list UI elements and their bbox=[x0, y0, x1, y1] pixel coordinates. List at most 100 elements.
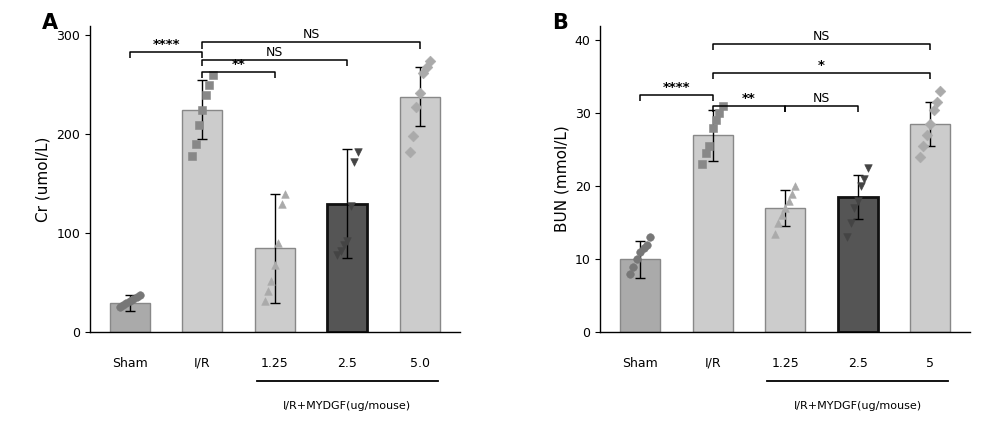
Y-axis label: Cr (umol/L): Cr (umol/L) bbox=[36, 136, 51, 222]
Text: Sham: Sham bbox=[112, 357, 148, 370]
Point bbox=[915, 143, 931, 150]
Text: NS: NS bbox=[266, 46, 284, 59]
Point bbox=[343, 202, 359, 209]
Point bbox=[846, 205, 862, 212]
Text: A: A bbox=[42, 13, 58, 33]
Point bbox=[784, 190, 800, 197]
Point bbox=[856, 176, 872, 182]
Point bbox=[777, 205, 793, 212]
Point bbox=[926, 106, 942, 113]
Point bbox=[929, 99, 945, 106]
Point bbox=[843, 219, 859, 226]
Point bbox=[408, 103, 424, 110]
Text: *: * bbox=[818, 59, 825, 72]
Point bbox=[629, 256, 645, 263]
Point bbox=[201, 81, 217, 88]
Point bbox=[932, 88, 948, 95]
Point bbox=[191, 121, 207, 128]
Point bbox=[257, 297, 273, 304]
Point bbox=[350, 149, 366, 155]
Bar bbox=[620, 259, 660, 332]
Point bbox=[329, 252, 345, 259]
Text: I/R+MYDGF(ug/mouse): I/R+MYDGF(ug/mouse) bbox=[794, 401, 922, 411]
Point bbox=[419, 64, 435, 71]
Point bbox=[694, 161, 710, 168]
Point bbox=[919, 132, 935, 138]
Point bbox=[205, 72, 221, 78]
Point bbox=[277, 190, 293, 197]
Point bbox=[339, 238, 355, 245]
Point bbox=[184, 153, 200, 160]
Bar bbox=[110, 302, 150, 332]
Point bbox=[850, 197, 866, 204]
Point bbox=[405, 133, 421, 140]
Point bbox=[115, 301, 131, 308]
Point bbox=[781, 197, 797, 204]
Text: 2.5: 2.5 bbox=[337, 357, 357, 370]
Point bbox=[274, 200, 290, 207]
Text: 1.25: 1.25 bbox=[771, 357, 799, 370]
Bar bbox=[910, 124, 950, 332]
Point bbox=[412, 89, 428, 96]
Point bbox=[922, 121, 938, 127]
Bar bbox=[400, 97, 440, 332]
Point bbox=[853, 183, 869, 190]
Point bbox=[194, 106, 210, 113]
Point bbox=[860, 164, 876, 171]
Point bbox=[270, 240, 286, 247]
Point bbox=[632, 248, 648, 255]
Point bbox=[625, 263, 641, 270]
Point bbox=[639, 241, 655, 248]
Point bbox=[422, 58, 438, 65]
Point bbox=[701, 143, 717, 150]
Point bbox=[787, 183, 803, 190]
Text: I/R: I/R bbox=[704, 357, 721, 370]
Point bbox=[188, 141, 204, 148]
Point bbox=[336, 242, 352, 249]
Point bbox=[260, 287, 276, 294]
Text: I/R: I/R bbox=[194, 357, 211, 370]
Point bbox=[129, 293, 145, 300]
Bar bbox=[327, 204, 367, 332]
Point bbox=[198, 92, 214, 98]
Text: 2.5: 2.5 bbox=[848, 357, 868, 370]
Text: 5.0: 5.0 bbox=[410, 357, 430, 370]
Bar bbox=[838, 197, 878, 332]
Point bbox=[118, 299, 134, 306]
Text: 1.25: 1.25 bbox=[261, 357, 289, 370]
Text: NS: NS bbox=[813, 92, 830, 105]
Text: I/R+MYDGF(ug/mouse): I/R+MYDGF(ug/mouse) bbox=[283, 401, 411, 411]
Text: NS: NS bbox=[302, 29, 320, 41]
Text: Sham: Sham bbox=[622, 357, 658, 370]
Point bbox=[402, 149, 418, 155]
Point bbox=[636, 245, 652, 252]
Point bbox=[267, 262, 283, 268]
Point bbox=[698, 150, 714, 157]
Bar bbox=[693, 135, 733, 332]
Bar bbox=[182, 109, 222, 332]
Point bbox=[767, 230, 783, 237]
Point bbox=[708, 117, 724, 124]
Point bbox=[263, 277, 279, 284]
Point bbox=[415, 69, 431, 76]
Bar bbox=[765, 208, 805, 332]
Text: 5: 5 bbox=[926, 357, 934, 370]
Point bbox=[839, 234, 855, 241]
Point bbox=[642, 234, 658, 241]
Point bbox=[715, 103, 731, 109]
Text: **: ** bbox=[232, 58, 245, 71]
Point bbox=[711, 110, 727, 117]
Bar bbox=[255, 248, 295, 332]
Point bbox=[346, 159, 362, 166]
Text: ****: **** bbox=[663, 81, 690, 94]
Point bbox=[333, 248, 349, 255]
Text: B: B bbox=[552, 13, 568, 33]
Point bbox=[705, 124, 721, 131]
Text: NS: NS bbox=[813, 30, 830, 43]
Point bbox=[774, 212, 790, 219]
Point bbox=[622, 271, 638, 277]
Text: ****: **** bbox=[152, 38, 180, 52]
Point bbox=[112, 303, 128, 310]
Point bbox=[132, 291, 148, 298]
Y-axis label: BUN (mmol/L): BUN (mmol/L) bbox=[554, 126, 569, 232]
